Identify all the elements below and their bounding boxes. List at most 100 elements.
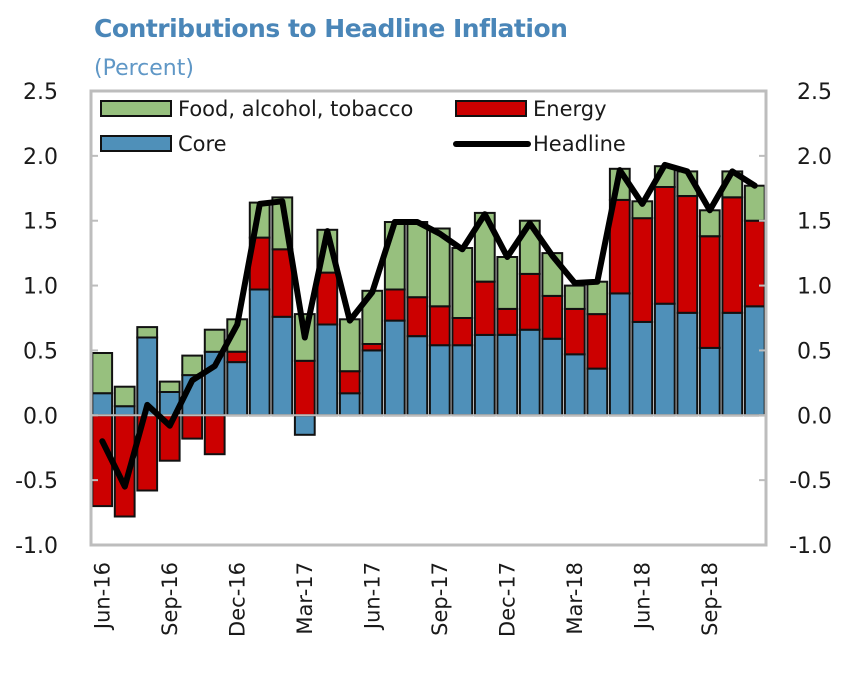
bar-core-jun-17 — [361, 349, 384, 417]
bar-energy-jul-17 — [383, 288, 406, 322]
x-tick-label: Jun-16 — [90, 562, 114, 631]
bar-food-alcohol-tobacco-apr-18 — [586, 280, 609, 316]
y-tick-label-right: 0.0 — [797, 404, 832, 429]
bar-energy-nov-18 — [743, 219, 766, 308]
bar-core-oct-17 — [451, 344, 474, 417]
bar-energy-dec-17 — [496, 307, 519, 336]
bar-food-alcohol-tobacco-may-17 — [338, 318, 361, 373]
y-tick-label-right: 2.5 — [797, 80, 832, 105]
bar-energy-jul-18 — [653, 186, 676, 305]
y-tick-label-left: -1.0 — [15, 534, 58, 559]
bar-food-alcohol-tobacco-nov-16 — [203, 328, 226, 353]
y-tick-label-right: 1.5 — [797, 210, 832, 235]
bar-food-alcohol-tobacco-jul-17 — [383, 221, 406, 291]
y-axis-right: 2.5 2.0 1.5 1.0 0.5 0.0 -0.5 -1.0 — [759, 80, 832, 559]
legend-label-headline: Headline — [533, 132, 626, 156]
legend: Food, alcohol, tobacco Energy Core Headline — [100, 97, 626, 156]
bar-food-alcohol-tobacco-oct-17 — [451, 247, 474, 319]
y-tick-label-right: 0.5 — [797, 339, 832, 364]
bar-core-sep-17 — [428, 344, 451, 417]
bars-group — [91, 165, 766, 518]
bar-core-may-18 — [608, 292, 631, 417]
bar-energy-mar-17 — [293, 359, 316, 417]
y-tick-label-left: -0.5 — [15, 469, 58, 494]
bar-energy-oct-18 — [721, 196, 744, 314]
bar-energy-nov-16 — [203, 414, 226, 456]
bar-core-nov-17 — [473, 333, 496, 417]
x-tick-label: Sep-16 — [158, 562, 182, 636]
x-tick-label: Jun-18 — [630, 562, 654, 631]
bar-energy-sep-17 — [428, 305, 451, 347]
legend-label-food-alcohol-tobacco: Food, alcohol, tobacco — [178, 97, 413, 121]
plot-frame — [89, 89, 768, 547]
bar-food-alcohol-tobacco-mar-18 — [563, 284, 586, 310]
bar-core-aug-17 — [406, 335, 429, 417]
bar-core-nov-18 — [743, 305, 766, 417]
bar-core-jun-18 — [631, 320, 654, 417]
bar-core-mar-17 — [293, 414, 316, 436]
bar-core-sep-18 — [698, 346, 721, 417]
bar-food-alcohol-tobacco-sep-18 — [698, 209, 721, 238]
x-tick-label: Mar-17 — [293, 562, 317, 635]
bar-energy-sep-18 — [698, 235, 721, 349]
bar-food-alcohol-tobacco-jul-16 — [113, 385, 136, 408]
legend-swatch-food-alcohol-tobacco — [100, 100, 172, 117]
y-axis-left: 2.5 2.0 1.5 1.0 0.5 0.0 -0.5 -1.0 — [15, 80, 98, 559]
legend-swatch-energy — [455, 100, 527, 117]
x-tick-label: Dec-16 — [225, 562, 249, 637]
bar-energy-feb-18 — [541, 294, 564, 340]
y-tick-label-right: 1.0 — [797, 275, 832, 300]
y-tick-label-right: 2.0 — [797, 145, 832, 170]
x-tick-label: Sep-17 — [428, 562, 452, 636]
bar-core-jul-16 — [113, 405, 136, 417]
legend-label-energy: Energy — [533, 97, 607, 121]
bar-energy-oct-17 — [451, 317, 474, 347]
bar-energy-apr-17 — [316, 271, 339, 326]
bar-core-jan-18 — [518, 328, 541, 417]
y-tick-label-right: -1.0 — [789, 534, 832, 559]
bar-energy-oct-16 — [181, 414, 204, 440]
bar-food-alcohol-tobacco-dec-17 — [496, 256, 519, 310]
bar-core-feb-18 — [541, 337, 564, 417]
bar-energy-jun-18 — [631, 217, 654, 323]
bar-core-apr-18 — [586, 367, 609, 417]
headline-line-group — [99, 161, 758, 490]
bar-food-alcohol-tobacco-oct-16 — [181, 354, 204, 377]
x-tick-label: Jun-17 — [360, 562, 384, 631]
legend-label-core: Core — [178, 132, 227, 156]
bar-core-apr-17 — [316, 323, 339, 417]
y-tick-label-left: 2.0 — [23, 145, 58, 170]
bar-core-mar-18 — [563, 353, 586, 417]
y-tick-label-left: 1.5 — [23, 210, 58, 235]
x-tick-label: Dec-17 — [495, 562, 519, 637]
bar-energy-jan-18 — [518, 272, 541, 331]
bar-energy-may-17 — [338, 370, 361, 395]
bar-food-alcohol-tobacco-sep-16 — [158, 380, 181, 394]
bar-core-jun-16 — [91, 392, 114, 417]
bar-core-dec-17 — [496, 333, 519, 417]
bar-core-dec-16 — [226, 361, 249, 417]
bar-energy-aug-17 — [406, 296, 429, 338]
bar-core-jul-17 — [383, 319, 406, 417]
y-tick-label-left: 1.0 — [23, 275, 58, 300]
bar-energy-apr-18 — [586, 313, 609, 370]
chart-title: Contributions to Headline Inflation — [94, 14, 568, 43]
bar-food-alcohol-tobacco-jun-16 — [91, 352, 114, 395]
bar-food-alcohol-tobacco-sep-17 — [428, 227, 451, 308]
bar-core-oct-18 — [721, 311, 744, 417]
bar-food-alcohol-tobacco-nov-18 — [743, 184, 766, 222]
y-tick-label-left: 0.0 — [23, 404, 58, 429]
bar-core-aug-18 — [676, 311, 699, 417]
bar-energy-mar-18 — [563, 307, 586, 356]
bar-energy-aug-18 — [676, 195, 699, 314]
y-tick-label-left: 0.5 — [23, 339, 58, 364]
y-tick-label-left: 2.5 — [23, 80, 58, 105]
headline-line — [99, 161, 758, 490]
bar-food-alcohol-tobacco-aug-17 — [406, 221, 429, 299]
bar-energy-dec-16 — [226, 350, 249, 364]
x-axis: Jun-16 Sep-16 Dec-16 Mar-17 Jun-17 Sep-17 Dec-… — [90, 562, 722, 637]
legend-swatch-core — [100, 135, 172, 152]
chart-subtitle: (Percent) — [94, 56, 194, 81]
bar-energy-nov-17 — [473, 280, 496, 336]
